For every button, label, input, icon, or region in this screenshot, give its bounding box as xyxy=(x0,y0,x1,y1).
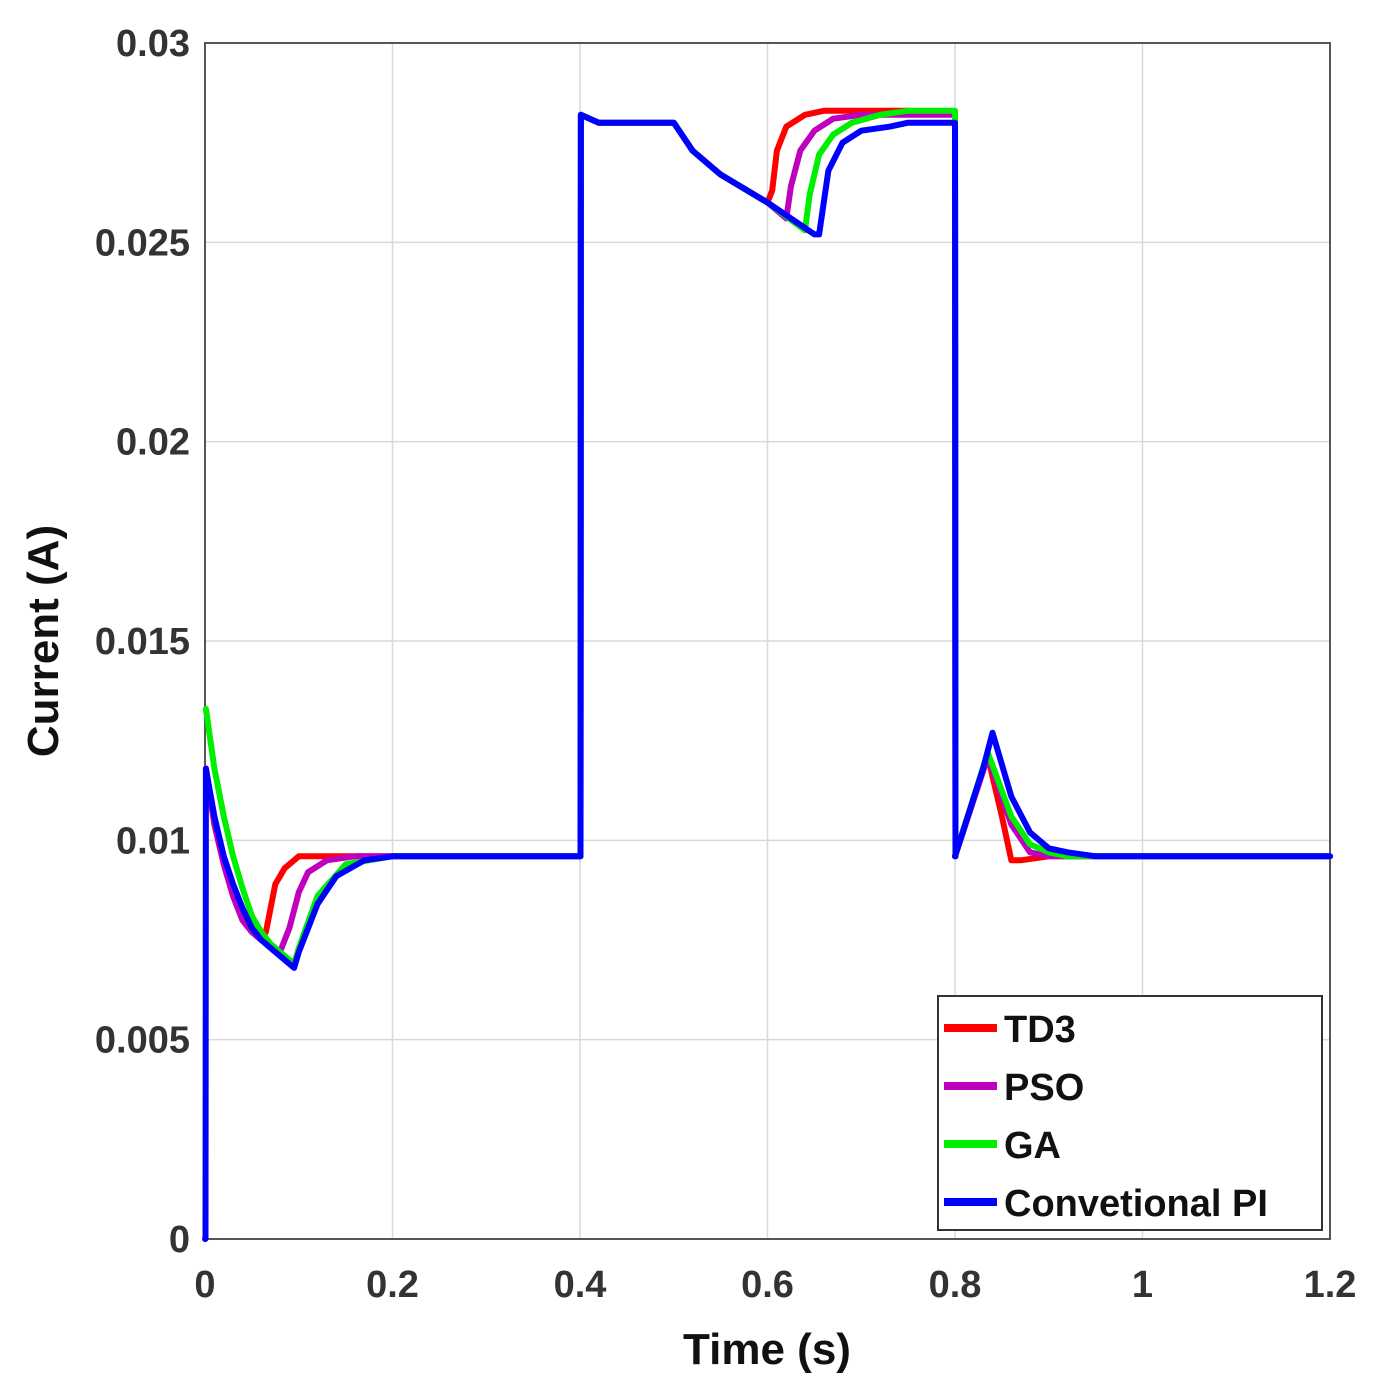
plot-area-frame xyxy=(204,42,1331,1240)
legend-label-ga: GA xyxy=(1004,1125,1061,1167)
series-line-convetional-pi xyxy=(202,111,1333,1242)
y-tick-labels: 0 0.005 0.01 0.015 0.02 0.025 0.03 xyxy=(95,23,190,1261)
x-tick-label: 0.6 xyxy=(741,1264,794,1306)
y-tick-label: 0.03 xyxy=(116,23,190,65)
series-lines xyxy=(202,107,1333,1242)
x-tick-label: 0.8 xyxy=(929,1264,982,1306)
y-axis-label: Current (A) xyxy=(19,525,68,757)
y-tick-label: 0.02 xyxy=(116,422,190,464)
legend: TD3 PSO GA Convetional PI xyxy=(937,995,1323,1231)
x-tick-labels: 0 0.2 0.4 0.6 0.8 1 1.2 xyxy=(194,1264,1356,1306)
x-tick-label: 0.4 xyxy=(554,1264,607,1306)
y-tick-label: 0.01 xyxy=(116,820,190,862)
y-tick-label: 0.015 xyxy=(95,621,190,663)
x-axis-label: Time (s) xyxy=(683,1325,851,1374)
x-tick-label: 1 xyxy=(1132,1264,1153,1306)
y-tick-label: 0.005 xyxy=(95,1020,190,1062)
x-tick-label: 0.2 xyxy=(366,1264,419,1306)
y-tick-label: 0 xyxy=(169,1219,190,1261)
legend-label-td3: TD3 xyxy=(1004,1009,1076,1051)
legend-label-pso: PSO xyxy=(1004,1067,1084,1109)
legend-label-convetional-pi: Convetional PI xyxy=(1004,1183,1268,1225)
y-tick-label: 0.025 xyxy=(95,222,190,264)
x-tick-label: 1.2 xyxy=(1304,1264,1357,1306)
x-tick-label: 0 xyxy=(194,1264,215,1306)
legend-box xyxy=(937,995,1323,1231)
